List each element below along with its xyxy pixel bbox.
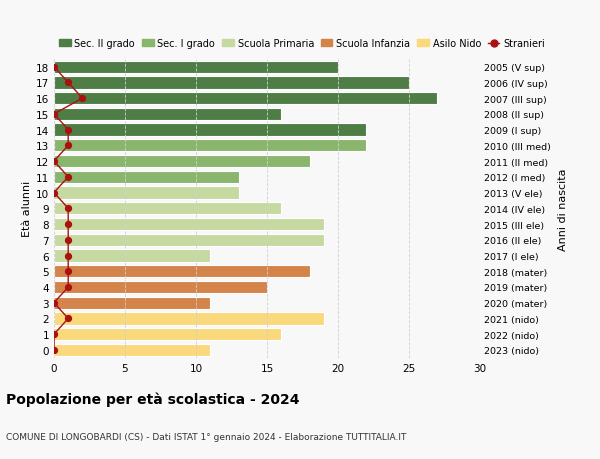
Bar bbox=[54, 156, 310, 168]
Bar bbox=[54, 281, 267, 293]
Bar bbox=[54, 62, 338, 73]
Bar bbox=[54, 265, 310, 278]
Point bbox=[64, 315, 73, 322]
Point bbox=[64, 127, 73, 134]
Point bbox=[49, 111, 59, 118]
Point bbox=[49, 190, 59, 197]
Bar bbox=[54, 77, 409, 90]
Point bbox=[49, 299, 59, 307]
Point bbox=[64, 142, 73, 150]
Bar bbox=[54, 203, 281, 215]
Point bbox=[49, 331, 59, 338]
Legend: Sec. II grado, Sec. I grado, Scuola Primaria, Scuola Infanzia, Asilo Nido, Stran: Sec. II grado, Sec. I grado, Scuola Prim… bbox=[59, 39, 545, 49]
Bar bbox=[54, 124, 367, 136]
Bar bbox=[54, 328, 281, 341]
Text: Popolazione per età scolastica - 2024: Popolazione per età scolastica - 2024 bbox=[6, 392, 299, 406]
Bar bbox=[54, 218, 324, 231]
Point bbox=[64, 236, 73, 244]
Point bbox=[64, 174, 73, 181]
Bar bbox=[54, 297, 210, 309]
Point bbox=[64, 268, 73, 275]
Y-axis label: Età alunni: Età alunni bbox=[22, 181, 32, 237]
Point bbox=[49, 158, 59, 165]
Bar bbox=[54, 187, 239, 199]
Bar bbox=[54, 171, 239, 184]
Point bbox=[77, 95, 87, 103]
Bar bbox=[54, 140, 367, 152]
Bar bbox=[54, 93, 437, 105]
Bar bbox=[54, 313, 324, 325]
Text: COMUNE DI LONGOBARDI (CS) - Dati ISTAT 1° gennaio 2024 - Elaborazione TUTTITALIA: COMUNE DI LONGOBARDI (CS) - Dati ISTAT 1… bbox=[6, 431, 406, 441]
Y-axis label: Anni di nascita: Anni di nascita bbox=[558, 168, 568, 250]
Bar bbox=[54, 234, 324, 246]
Bar bbox=[54, 344, 210, 356]
Point bbox=[64, 252, 73, 260]
Point bbox=[64, 205, 73, 213]
Point bbox=[49, 64, 59, 71]
Point bbox=[64, 79, 73, 87]
Point bbox=[64, 221, 73, 228]
Point bbox=[49, 347, 59, 354]
Bar bbox=[54, 250, 210, 262]
Point bbox=[64, 284, 73, 291]
Bar bbox=[54, 108, 281, 121]
